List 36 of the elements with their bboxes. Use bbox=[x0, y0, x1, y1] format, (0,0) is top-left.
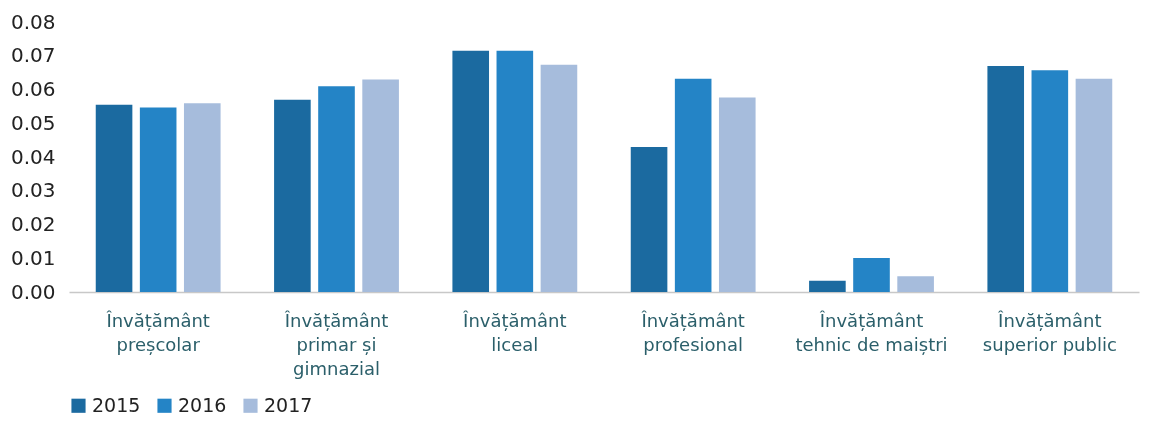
y-tick-label: 0.02 bbox=[10, 212, 56, 236]
x-tick-label: Învățământ liceal bbox=[462, 309, 567, 355]
y-tick-label: 0.01 bbox=[10, 245, 56, 270]
bar bbox=[630, 146, 668, 292]
x-tick-label: Învățământ primar și gimnazial bbox=[283, 309, 389, 379]
bar bbox=[452, 50, 490, 292]
bar bbox=[183, 103, 221, 292]
bar bbox=[987, 65, 1025, 292]
x-tick-label: Învățământ preșcolar bbox=[105, 309, 210, 355]
y-tick-label: 0.00 bbox=[10, 279, 56, 304]
legend-label: 2017 bbox=[264, 393, 313, 416]
bar bbox=[1075, 78, 1113, 292]
bar bbox=[95, 104, 133, 292]
y-tick-label: 0.07 bbox=[10, 43, 56, 68]
y-tick-label: 0.04 bbox=[10, 144, 56, 169]
y-tick-label: 0.06 bbox=[10, 77, 56, 101]
y-tick-label: 0.03 bbox=[10, 178, 56, 203]
bar bbox=[718, 97, 756, 292]
bar bbox=[1031, 70, 1069, 292]
bar bbox=[809, 280, 846, 292]
y-tick-label: 0.05 bbox=[10, 110, 56, 135]
x-tick-label: Învățământ superior public bbox=[982, 309, 1117, 355]
bar bbox=[362, 79, 399, 292]
bar bbox=[274, 99, 311, 292]
legend-label: 2015 bbox=[92, 393, 141, 416]
bar bbox=[897, 276, 934, 292]
x-tick-label: Învățământ profesional bbox=[640, 309, 745, 355]
bar bbox=[318, 86, 355, 292]
bar bbox=[139, 107, 177, 292]
bar bbox=[853, 257, 890, 292]
x-tick-label: Învățământ tehnic de maiștri bbox=[795, 309, 948, 355]
bar bbox=[496, 50, 534, 292]
legend-label: 2016 bbox=[178, 393, 227, 416]
bar bbox=[540, 64, 578, 292]
bar bbox=[674, 78, 712, 292]
y-tick-label: 0.08 bbox=[10, 9, 56, 34]
